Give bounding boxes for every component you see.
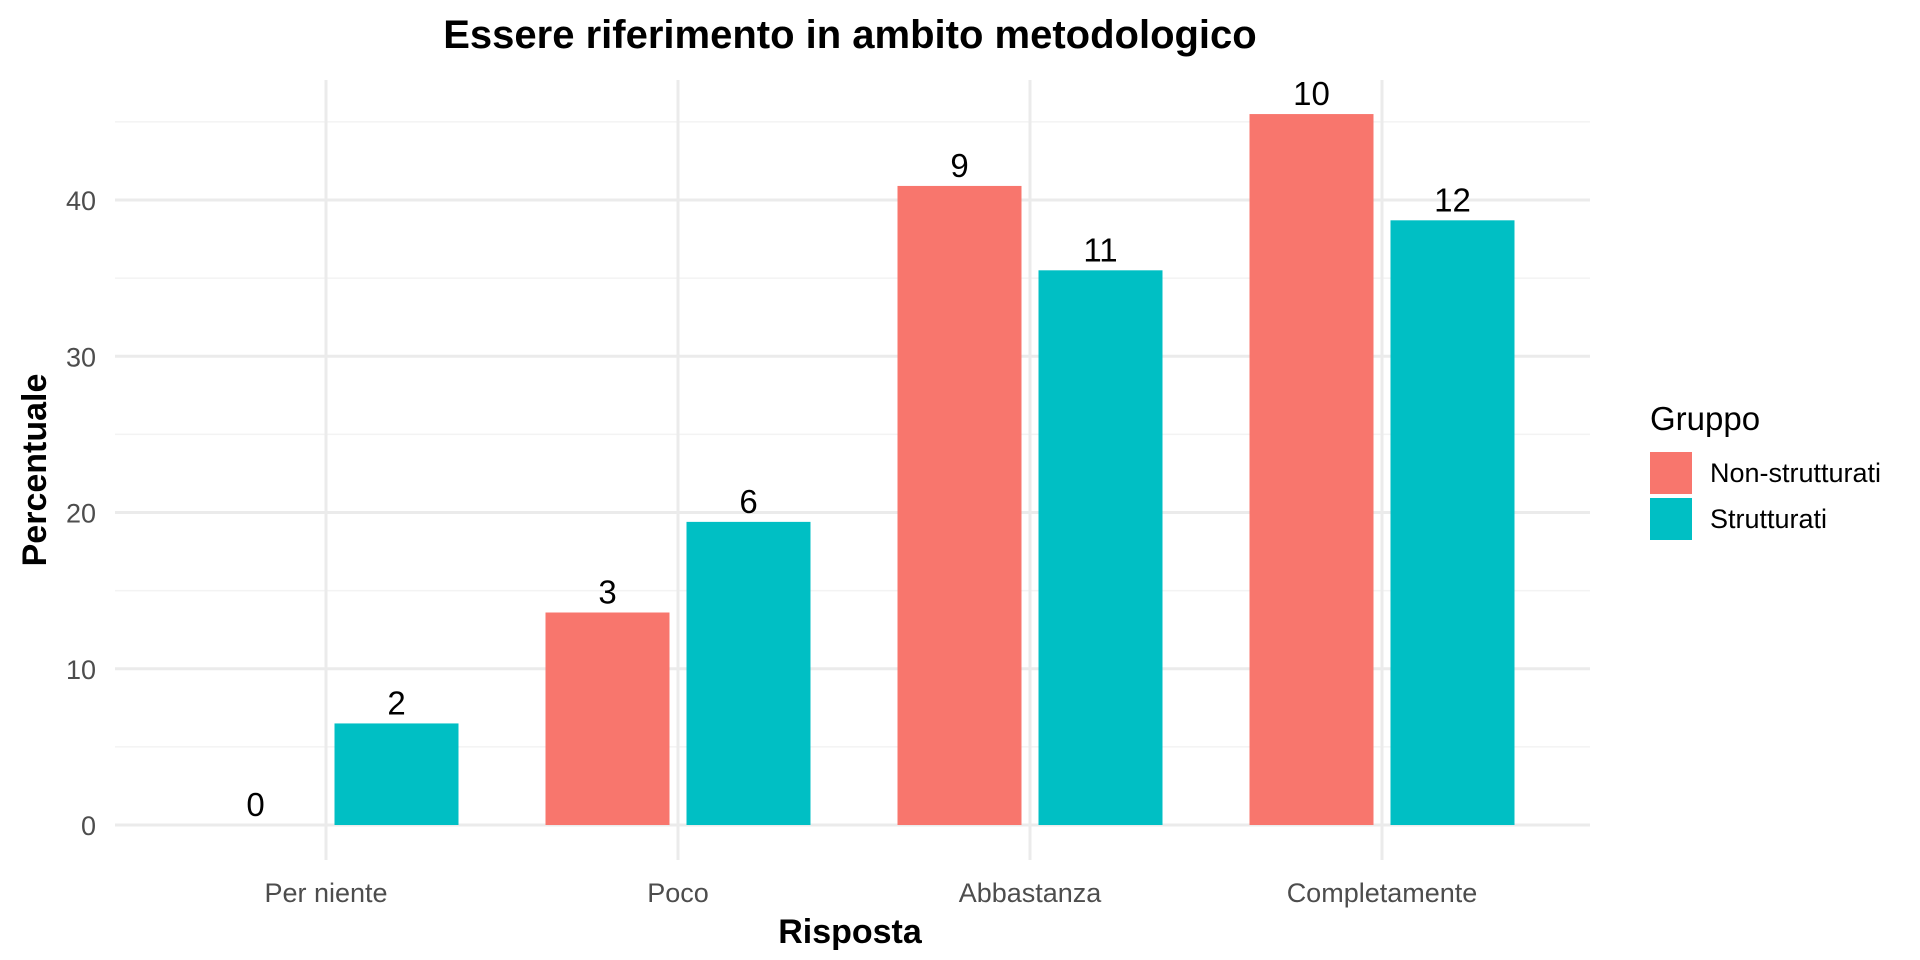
- y-tick-label: 40: [66, 186, 96, 216]
- x-tick-label: Per niente: [264, 878, 387, 908]
- y-tick-label: 20: [66, 499, 96, 529]
- x-tick-label: Poco: [647, 878, 709, 908]
- bar: [1038, 270, 1163, 825]
- bar: [897, 185, 1022, 825]
- bar: [1249, 114, 1374, 825]
- legend-items: Non-strutturati Strutturati: [1650, 452, 1881, 540]
- bar-value-label: 0: [246, 786, 264, 823]
- legend-label: Strutturati: [1710, 504, 1827, 534]
- bar-value-label: 6: [739, 483, 757, 520]
- x-axis-ticks: Per niente Poco Abbastanza Completamente: [264, 878, 1477, 908]
- y-tick-label: 30: [66, 342, 96, 372]
- bar-value-label: 10: [1293, 75, 1330, 112]
- bars: [334, 114, 1515, 825]
- y-tick-label: 0: [81, 811, 96, 841]
- bar: [334, 723, 459, 825]
- data-labels: 0 3 9 10 2 6 11 12: [246, 75, 1471, 823]
- bar-value-label: 11: [1083, 231, 1117, 268]
- y-axis-title: Percentuale: [16, 374, 54, 567]
- legend-swatch: [1650, 452, 1692, 494]
- y-tick-label: 10: [66, 655, 96, 685]
- bar-value-label: 12: [1434, 181, 1471, 218]
- bar: [1390, 220, 1515, 825]
- bar-value-label: 2: [387, 684, 405, 721]
- legend: Gruppo Non-strutturati Strutturati: [1650, 400, 1881, 540]
- bar: [545, 612, 670, 825]
- bar-value-label: 3: [598, 574, 616, 611]
- legend-title: Gruppo: [1650, 400, 1760, 437]
- legend-swatch: [1650, 498, 1692, 540]
- bar-value-label: 9: [950, 147, 968, 184]
- x-tick-label: Completamente: [1287, 878, 1478, 908]
- bar: [686, 521, 811, 825]
- x-tick-label: Abbastanza: [959, 878, 1103, 908]
- y-axis-ticks: 0 10 20 30 40: [66, 186, 96, 841]
- legend-label: Non-strutturati: [1710, 458, 1881, 488]
- chart-title: Essere riferimento in ambito metodologic…: [443, 13, 1256, 57]
- x-axis-title: Risposta: [778, 913, 923, 951]
